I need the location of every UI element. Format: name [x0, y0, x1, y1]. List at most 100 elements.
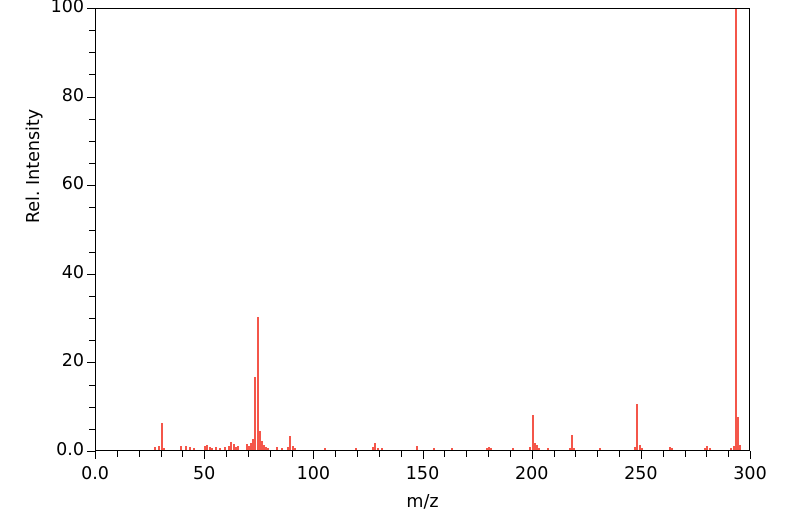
y-axis-tick-minor — [89, 207, 95, 209]
y-axis-tick-minor — [89, 30, 95, 32]
spectrum-peak — [669, 447, 672, 450]
x-axis-tick-label: 150 — [405, 464, 440, 484]
spectrum-peak — [258, 431, 261, 450]
x-axis-tick-major — [204, 451, 206, 459]
y-axis-tick-minor — [89, 318, 95, 320]
spectrum-peak — [215, 447, 218, 450]
y-axis-tick-major — [87, 451, 95, 452]
spectrum-peak — [184, 445, 187, 450]
y-axis-tick-label: 0.0 — [56, 440, 84, 460]
spectrum-peak — [536, 444, 539, 450]
y-axis-tick-minor — [89, 295, 95, 297]
plot-area — [95, 8, 750, 451]
spectrum-peak — [381, 448, 384, 450]
x-axis-tick-minor — [444, 451, 446, 457]
spectrum-peak — [260, 440, 263, 450]
x-axis-tick-minor — [291, 451, 293, 457]
spectrum-peak — [490, 448, 493, 450]
y-axis-tick-label: 100 — [50, 0, 84, 17]
spectrum-peak — [263, 444, 266, 450]
x-axis-tick-minor — [226, 451, 227, 457]
spectrum-peak — [570, 434, 573, 450]
peaks-layer — [96, 9, 749, 450]
x-axis-tick-major — [95, 451, 96, 459]
y-axis-tick-minor — [89, 406, 95, 408]
x-axis-tick-minor — [357, 451, 358, 457]
y-axis-tick-minor — [89, 428, 95, 430]
spectrum-peak — [374, 442, 377, 450]
spectrum-peak — [193, 447, 196, 450]
y-axis-tick-minor — [89, 118, 95, 120]
spectrum-peak — [488, 446, 490, 450]
spectrum-peak — [247, 446, 250, 450]
x-axis-tick-minor — [335, 451, 337, 457]
x-axis-tick-minor — [378, 451, 380, 457]
spectrum-peak — [533, 442, 536, 450]
x-axis-tick-minor — [597, 451, 599, 457]
y-axis-tick-major — [87, 8, 95, 9]
spectrum-peak — [219, 447, 222, 450]
x-axis-tick-minor — [509, 451, 511, 457]
spectrum-peak — [289, 436, 292, 450]
x-axis-tick-label: 100 — [296, 464, 331, 484]
spectrum-peak — [704, 447, 707, 450]
y-axis-tick-minor — [89, 229, 95, 231]
y-axis-tick-label: 80 — [61, 85, 84, 106]
spectrum-peak — [573, 447, 576, 450]
y-axis-tick-minor — [89, 74, 95, 76]
spectrum-peak — [153, 447, 156, 450]
spectrum-peak — [223, 446, 226, 450]
spectrum-peak — [640, 447, 643, 450]
spectrum-peak — [512, 448, 515, 450]
x-axis-tick-major — [750, 451, 751, 459]
spectrum-peak — [433, 447, 436, 450]
y-axis-tick-minor — [89, 384, 95, 386]
y-axis-tick-minor — [89, 340, 95, 342]
spectrum-peak — [638, 445, 641, 450]
x-axis-tick-label: 300 — [733, 464, 767, 484]
spectrum-peak — [236, 446, 239, 450]
spectrum-peak — [732, 445, 735, 450]
spectrum-peak — [267, 447, 270, 450]
x-axis-tick-minor — [116, 451, 118, 457]
spectrum-peak — [254, 376, 257, 450]
spectrum-peak — [531, 414, 534, 450]
spectrum-peak — [188, 447, 191, 450]
x-axis-tick-minor — [182, 451, 184, 457]
x-axis-tick-major — [313, 451, 315, 459]
x-axis-tick-minor — [553, 451, 555, 457]
spectrum-peak — [160, 422, 163, 450]
spectrum-peak — [276, 447, 279, 450]
spectrum-peak — [354, 447, 357, 450]
x-axis-tick-minor — [466, 451, 468, 457]
spectrum-peak — [291, 446, 294, 450]
spectrum-peak — [230, 442, 233, 450]
y-axis-tick-major — [87, 185, 95, 187]
y-axis-tick-minor — [89, 140, 95, 142]
spectrum-peak — [280, 447, 283, 450]
spectrum-peak — [158, 446, 161, 450]
x-axis-tick-minor — [684, 451, 686, 457]
x-axis-tick-minor — [728, 451, 730, 457]
y-axis-label: Rel. Intensity — [24, 108, 44, 224]
x-axis-tick-minor — [488, 451, 489, 457]
spectrum-peak — [730, 447, 733, 450]
spectrum-peak — [234, 447, 237, 450]
x-axis-tick-major — [531, 451, 533, 459]
spectrum-peak — [634, 447, 637, 450]
spectrum-peak — [250, 443, 253, 450]
spectrum-peak — [252, 439, 255, 450]
x-axis-tick-label: 200 — [514, 464, 549, 484]
y-axis-tick-major — [87, 273, 95, 275]
spectrum-peak — [538, 448, 541, 450]
spectrum-peak — [210, 447, 213, 450]
x-axis-tick-label: 250 — [624, 464, 658, 484]
spectrum-peak — [232, 443, 235, 450]
spectrum-peak — [208, 447, 211, 450]
y-axis-tick-label: 60 — [61, 174, 84, 195]
y-axis-tick-minor — [89, 163, 95, 165]
spectrum-peak — [245, 444, 248, 450]
x-axis-tick-minor — [619, 451, 620, 457]
spectrum-peak — [372, 447, 375, 450]
